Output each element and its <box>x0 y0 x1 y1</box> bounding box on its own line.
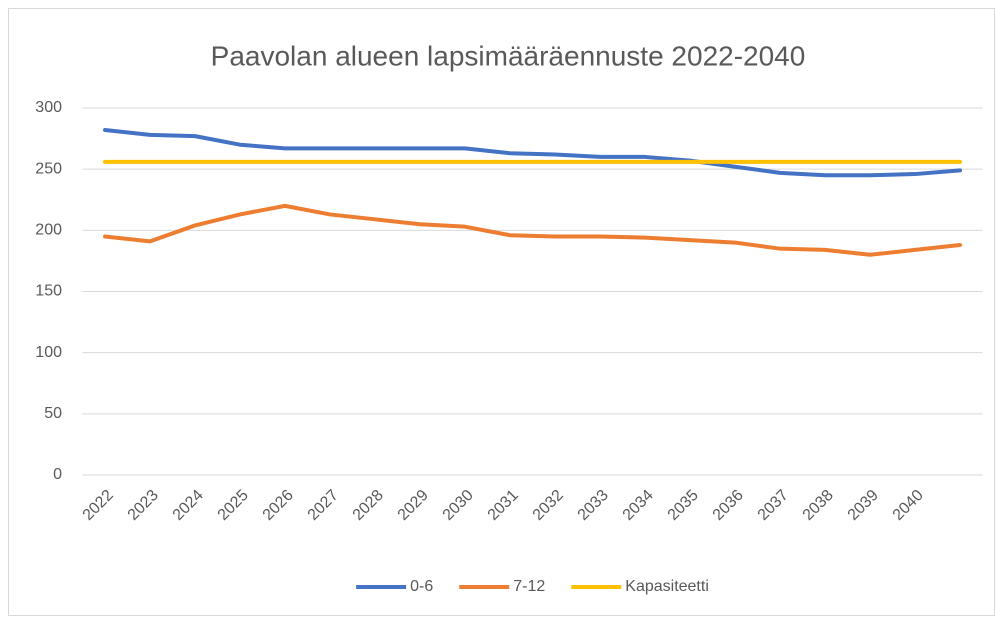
y-tick-label: 0 <box>53 466 62 483</box>
series-line <box>103 128 962 178</box>
y-tick-label: 100 <box>35 344 62 361</box>
y-tick-label: 200 <box>35 222 62 239</box>
y-tick-label: 50 <box>44 405 62 422</box>
chart-border <box>8 8 995 616</box>
y-tick-label: 150 <box>35 283 62 300</box>
series-line <box>103 203 962 257</box>
y-tick-label: 250 <box>35 160 62 177</box>
legend-label: Kapasiteetti <box>625 578 709 595</box>
y-tick-label: 300 <box>35 99 62 116</box>
legend-label: 0-6 <box>410 578 433 595</box>
chart-title: Paavolan alueen lapsimääräennuste 2022-2… <box>211 40 806 71</box>
legend-label: 7-12 <box>513 578 545 595</box>
